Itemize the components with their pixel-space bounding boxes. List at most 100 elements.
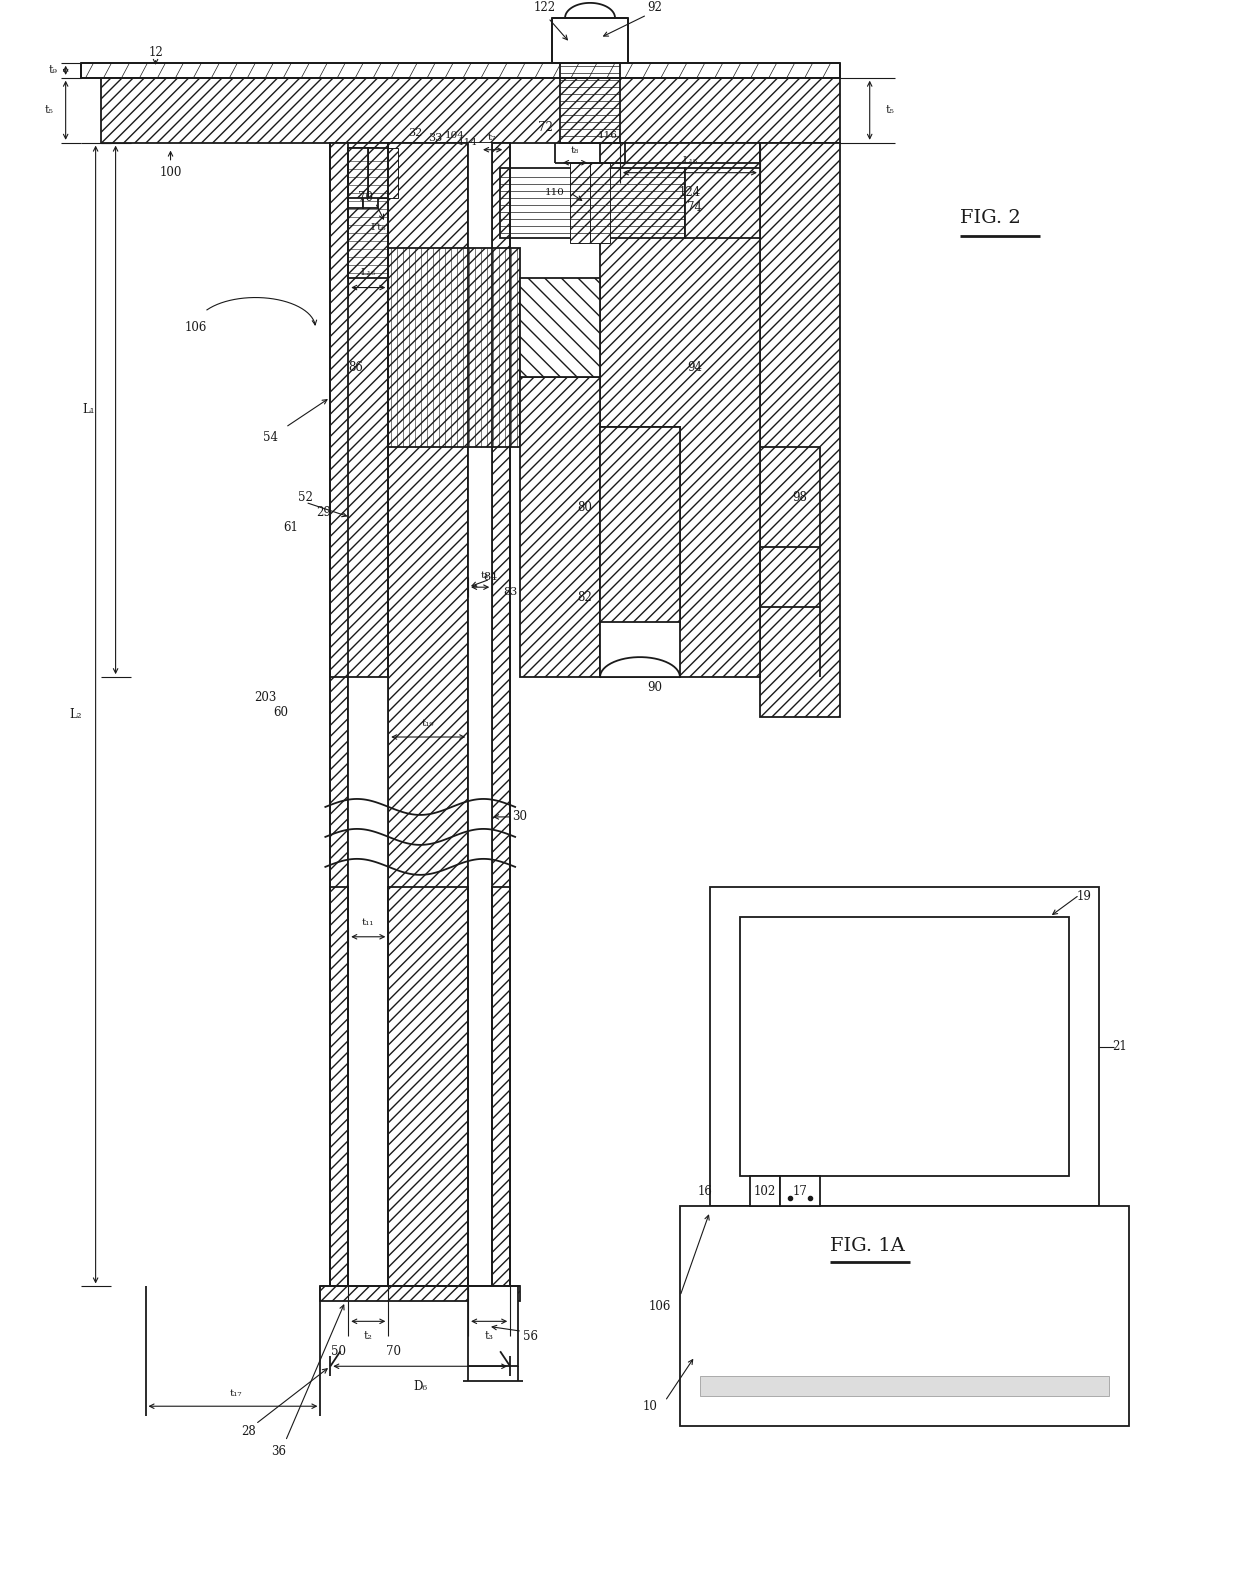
Text: t₈: t₈ <box>570 147 579 155</box>
Bar <box>368 148 388 198</box>
Bar <box>388 247 520 447</box>
Text: L₁₅: L₁₅ <box>682 156 697 166</box>
Text: 203: 203 <box>254 691 277 704</box>
Text: 84: 84 <box>484 573 497 583</box>
Bar <box>684 168 760 238</box>
Text: 104: 104 <box>445 131 465 140</box>
Bar <box>740 916 1069 1176</box>
Bar <box>709 887 1100 1207</box>
Text: 86: 86 <box>348 361 363 373</box>
Bar <box>348 158 388 278</box>
Text: t₂: t₂ <box>363 1331 373 1341</box>
Text: 98: 98 <box>792 492 807 504</box>
Text: t₁₁: t₁₁ <box>362 918 374 927</box>
Bar <box>699 1376 1110 1396</box>
Bar <box>469 142 492 1286</box>
Text: 16: 16 <box>697 1184 712 1199</box>
Text: 70: 70 <box>358 192 373 204</box>
Bar <box>780 1176 820 1207</box>
Bar <box>492 142 510 1286</box>
Text: t₇: t₇ <box>489 132 496 142</box>
Text: 10: 10 <box>642 1400 657 1412</box>
Text: 122: 122 <box>534 2 557 14</box>
Bar <box>600 622 680 677</box>
Text: t₅: t₅ <box>45 105 53 115</box>
Text: t₉: t₉ <box>48 65 57 75</box>
Bar <box>680 1207 1130 1427</box>
Text: FIG. 2: FIG. 2 <box>960 209 1021 227</box>
Text: 60: 60 <box>273 705 288 718</box>
Text: 70: 70 <box>386 1345 401 1358</box>
Text: D₆: D₆ <box>413 1381 428 1393</box>
Text: L₂: L₂ <box>69 709 82 721</box>
Text: FIG. 1A: FIG. 1A <box>830 1237 905 1256</box>
Text: 17: 17 <box>792 1184 807 1199</box>
Bar <box>348 148 363 207</box>
Text: 100: 100 <box>160 166 182 179</box>
Text: L₁₆: L₁₆ <box>361 268 376 278</box>
Bar <box>469 887 492 1286</box>
Bar <box>520 377 600 677</box>
Text: 56: 56 <box>522 1329 538 1342</box>
Bar <box>570 163 590 243</box>
Bar <box>388 887 469 1286</box>
Bar <box>348 148 368 198</box>
Bar <box>600 428 680 627</box>
Text: 102: 102 <box>754 1184 776 1199</box>
Text: 106: 106 <box>649 1299 671 1314</box>
Bar <box>330 887 348 1286</box>
Text: t₄: t₄ <box>481 571 490 579</box>
Text: t₁₇: t₁₇ <box>229 1389 242 1398</box>
Text: 28: 28 <box>241 1425 255 1438</box>
Text: t₃: t₃ <box>485 1331 494 1341</box>
Text: 36: 36 <box>270 1444 286 1457</box>
Text: 90: 90 <box>647 680 662 694</box>
Text: 12: 12 <box>148 46 162 59</box>
Text: 110: 110 <box>546 188 565 198</box>
Bar <box>500 168 684 238</box>
Bar <box>330 142 348 1286</box>
Text: 72: 72 <box>538 121 553 134</box>
Text: 94: 94 <box>687 361 702 373</box>
Text: L₁: L₁ <box>82 404 95 417</box>
Bar <box>81 62 839 78</box>
Text: 83: 83 <box>503 587 517 597</box>
Bar <box>590 163 610 243</box>
Text: 54: 54 <box>263 431 278 444</box>
Text: 80: 80 <box>578 501 593 514</box>
Text: 116: 116 <box>598 131 618 140</box>
Bar <box>760 142 839 717</box>
Text: 52: 52 <box>298 492 312 504</box>
Text: 19: 19 <box>1078 891 1092 903</box>
Bar <box>750 1176 780 1207</box>
Bar <box>600 428 680 627</box>
Text: t₁₉: t₁₉ <box>422 718 434 728</box>
Text: 21: 21 <box>1112 1041 1127 1053</box>
Bar <box>348 142 388 1286</box>
Bar <box>469 1286 518 1366</box>
Bar <box>388 142 469 1286</box>
Text: 32: 32 <box>408 128 423 137</box>
Text: 50: 50 <box>331 1345 346 1358</box>
Text: t₅: t₅ <box>885 105 894 115</box>
Text: 106: 106 <box>185 321 207 334</box>
Text: 29: 29 <box>316 506 331 519</box>
Bar <box>560 62 620 142</box>
Bar <box>348 887 388 1286</box>
Text: Γt₆: Γt₆ <box>371 223 386 231</box>
Text: 30: 30 <box>512 811 527 824</box>
Bar <box>378 148 398 198</box>
Bar <box>320 1286 520 1301</box>
Text: 82: 82 <box>578 591 593 603</box>
Text: 74: 74 <box>687 201 702 214</box>
Bar <box>600 142 760 677</box>
Bar <box>552 18 627 62</box>
Bar <box>520 278 600 377</box>
Text: 114: 114 <box>459 139 479 147</box>
Bar <box>363 148 378 207</box>
Text: 61: 61 <box>283 520 298 533</box>
Bar <box>492 887 510 1286</box>
Bar <box>330 142 388 677</box>
Text: 92: 92 <box>647 2 662 14</box>
Text: 124: 124 <box>678 187 701 200</box>
